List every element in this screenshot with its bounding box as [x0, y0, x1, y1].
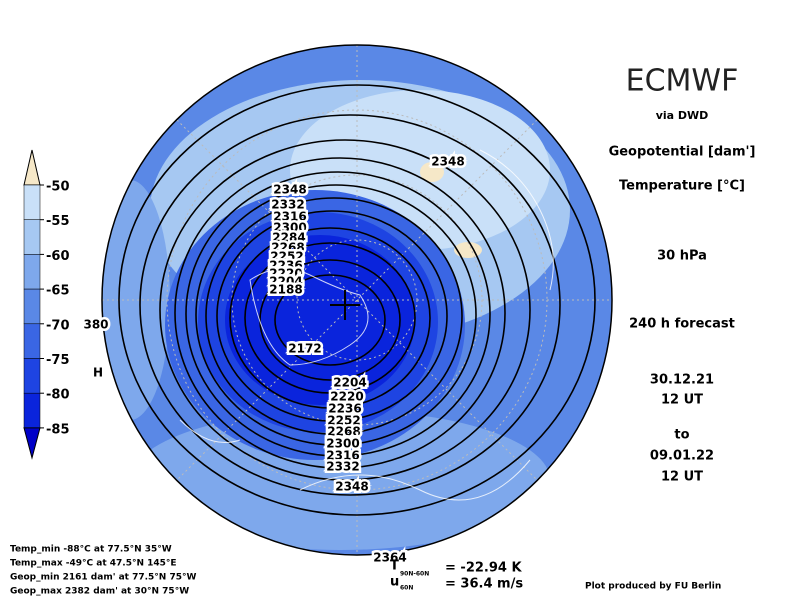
contour-label: 2220 [330, 390, 363, 404]
warm-patch [420, 162, 444, 182]
colorbar-label: -75 [46, 353, 70, 368]
contour-label: H [93, 366, 103, 380]
colorbar-swatch [23, 254, 41, 290]
credit: Plot produced by FU Berlin [585, 582, 721, 592]
date: 09.01.22 [650, 449, 714, 464]
stat: Geop_max 2382 dam' at 30°N 75°W [10, 587, 189, 597]
contour-label: 2284 [272, 231, 305, 245]
coastlines [179, 149, 554, 501]
colorbar-label: -70 [46, 318, 70, 333]
colorbar-label: -65 [46, 284, 70, 299]
contour-label: 2364 [373, 551, 406, 565]
title: ECMWF [626, 64, 739, 99]
colorbar-cap [23, 149, 41, 186]
stat: Temp_max -49°C at 47.5°N 145°E [10, 559, 177, 569]
colorbar-swatch [23, 184, 41, 220]
stat: Geop_min 2161 dam' at 77.5°N 75°W [10, 573, 196, 583]
colorbar-label: -80 [46, 388, 70, 403]
diag-subscript: 90N-60N [400, 571, 429, 578]
contour-label: 2236 [328, 402, 361, 416]
polar-map [102, 45, 612, 555]
colorbar: -50 -55 -60 -65 -70 -75 -80 -85 [23, 149, 70, 460]
contour-label: 2300 [326, 437, 359, 451]
forecast: 240 h forecast [629, 317, 735, 332]
colorbar-label: -85 [46, 422, 70, 437]
time: 12 UT [661, 470, 703, 485]
colorbar-swatch [23, 358, 41, 394]
field: Geopotential [dam'] [609, 145, 756, 160]
colorbar-swatch [23, 288, 41, 325]
contour-label: 2332 [271, 198, 304, 212]
contour-label: 2316 [326, 449, 359, 463]
map-border [101, 44, 613, 556]
colorbar-label: -60 [46, 249, 70, 264]
diag-symbol: u [390, 575, 399, 590]
diag-symbol: T [390, 559, 399, 574]
diag-subscript: 60N [400, 585, 413, 592]
diag-value: = 36.4 m/s [445, 577, 523, 592]
pole-marker [330, 290, 360, 320]
contour-label: 2252 [270, 250, 303, 264]
contour-label: 2348 [431, 155, 464, 169]
contour-labels: 2348233223162300228422682252223622202204… [81, 152, 467, 567]
contour-label: 2252 [327, 414, 360, 428]
colorbar-swatch [23, 219, 41, 255]
contour-label: 2332 [326, 460, 359, 474]
colorbar-label: -50 [46, 180, 70, 195]
contour-label: 2268 [271, 241, 304, 255]
diag-value: = -22.94 K [445, 561, 522, 576]
contour-label: 2220 [269, 267, 302, 281]
temp-band [102, 180, 170, 420]
to: to [674, 428, 689, 443]
diagnostics: T 90N-60N = -22.94 K u 60N = 36.4 m/s [390, 559, 523, 592]
contour-label: 2204 [333, 376, 366, 390]
stats: Temp_min -88°C at 77.5°N 35°W Temp_max -… [10, 545, 196, 597]
contour-label: 2348 [335, 480, 368, 494]
contour-label: 2268 [327, 425, 360, 439]
geopotential-contours [118, 84, 596, 516]
contour-label: 2172 [288, 342, 321, 356]
level: 30 hPa [657, 249, 707, 264]
contour-label: 2348 [273, 183, 306, 197]
contour-label: 2236 [269, 259, 302, 273]
contour-label: 2284 [326, 436, 359, 450]
colorbar-swatch [23, 392, 41, 429]
contour-label: 2316 [273, 210, 306, 224]
contour-label: 380 [83, 318, 108, 332]
contour-label: 2188 [269, 283, 302, 297]
date: 30.12.21 [650, 373, 714, 388]
colorbar-cap [23, 427, 41, 460]
colorbar-label: -55 [46, 214, 70, 229]
stat: Temp_min -88°C at 77.5°N 35°W [10, 545, 172, 555]
source: via DWD [656, 109, 709, 122]
colorbar-swatch [23, 323, 41, 359]
field: Temperature [°C] [619, 179, 745, 194]
time: 12 UT [661, 393, 703, 408]
contour-label: 2204 [269, 275, 302, 289]
temp-band [225, 235, 415, 405]
contour-label: 2300 [273, 221, 306, 235]
